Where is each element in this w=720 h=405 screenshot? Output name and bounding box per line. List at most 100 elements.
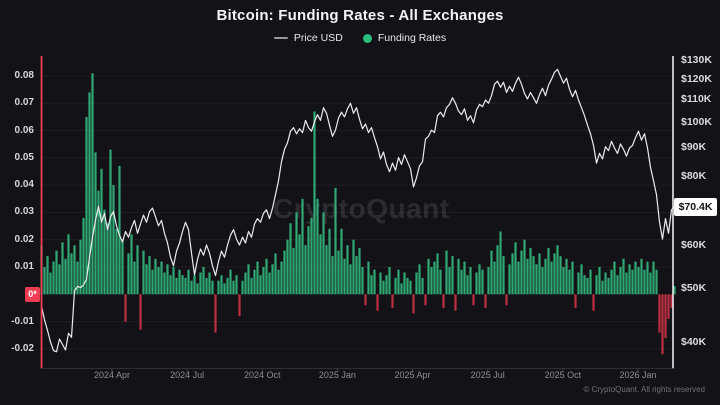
- funding-bar: [658, 294, 661, 333]
- funding-bar: [43, 267, 46, 295]
- funding-bar: [217, 280, 220, 295]
- funding-bar: [190, 280, 193, 295]
- funding-bar: [334, 187, 337, 295]
- funding-bar: [283, 250, 286, 295]
- legend-item-funding[interactable]: Funding Rates: [362, 32, 447, 44]
- current-price-badge: $70.4K: [674, 197, 717, 216]
- x-axis-tick: 2024 Apr: [93, 370, 131, 380]
- funding-bar: [211, 280, 214, 295]
- funding-bar: [631, 269, 634, 295]
- right-axis-tick: $50K: [681, 282, 707, 295]
- right-axis-tick: $100K: [681, 116, 712, 129]
- funding-bar: [550, 261, 553, 295]
- legend-funding-label: Funding Rates: [377, 32, 447, 44]
- funding-bar: [499, 231, 502, 295]
- funding-bar: [670, 294, 673, 308]
- funding-bar: [409, 280, 412, 295]
- funding-bar: [490, 250, 493, 295]
- funding-bar: [187, 269, 190, 295]
- funding-bar: [328, 228, 331, 295]
- left-axis-tick: 0.08: [14, 69, 34, 81]
- funding-bar: [430, 267, 433, 295]
- funding-bar: [295, 212, 298, 295]
- funding-bar: [547, 247, 550, 295]
- funding-bar: [388, 267, 391, 295]
- funding-bar: [376, 294, 379, 311]
- funding-bar: [604, 272, 607, 295]
- funding-bar: [406, 277, 409, 295]
- funding-bar: [46, 256, 49, 295]
- right-axis-tick: $90K: [681, 141, 707, 154]
- funding-bar: [331, 256, 334, 295]
- funding-bar: [79, 239, 82, 295]
- funding-bar: [655, 269, 658, 295]
- funding-bar: [475, 272, 478, 295]
- funding-bar: [61, 242, 64, 295]
- funding-bar: [361, 267, 364, 295]
- funding-bar: [115, 228, 118, 295]
- funding-bar: [559, 256, 562, 295]
- funding-bar: [379, 272, 382, 295]
- chart-title: Bitcoin: Funding Rates - All Exchanges: [216, 7, 504, 24]
- funding-bar: [73, 245, 76, 295]
- funding-bar: [466, 275, 469, 295]
- funding-bar: [76, 261, 79, 295]
- funding-bar: [487, 267, 490, 295]
- funding-bar: [448, 267, 451, 295]
- funding-bar: [526, 258, 529, 295]
- funding-bar: [565, 258, 568, 295]
- funding-bar: [553, 253, 556, 295]
- funding-bar: [202, 267, 205, 295]
- funding-bar: [70, 253, 73, 295]
- funding-bar: [232, 280, 235, 295]
- funding-bar: [610, 269, 613, 295]
- funding-bar: [319, 234, 322, 295]
- funding-bar: [85, 116, 88, 295]
- funding-bar: [280, 261, 283, 295]
- funding-bar: [460, 269, 463, 295]
- funding-bar: [289, 223, 292, 295]
- funding-bar: [472, 294, 475, 306]
- funding-bar: [643, 269, 646, 295]
- funding-bar: [262, 267, 265, 295]
- funding-bar: [49, 272, 52, 295]
- funding-bar: [88, 92, 91, 295]
- funding-bar: [403, 272, 406, 295]
- funding-bar: [418, 264, 421, 295]
- funding-bar: [322, 212, 325, 295]
- funding-bar: [310, 217, 313, 295]
- left-axis-tick: -0.02: [11, 342, 34, 354]
- funding-bar: [223, 283, 226, 295]
- funding-bar: [268, 272, 271, 295]
- funding-bar: [529, 247, 532, 295]
- right-axis-tick: $60K: [681, 238, 707, 251]
- funding-bar: [439, 269, 442, 295]
- funding-bar: [520, 250, 523, 295]
- funding-bar: [427, 258, 430, 295]
- funding-bar: [661, 294, 664, 355]
- funding-bar: [103, 209, 106, 295]
- funding-bar: [298, 234, 301, 295]
- funding-bar: [442, 294, 445, 308]
- funding-bar: [355, 256, 358, 295]
- funding-bar: [130, 234, 133, 295]
- funding-bar: [220, 275, 223, 295]
- price-line: [40, 68, 676, 353]
- funding-bar: [121, 239, 124, 295]
- funding-bar: [292, 247, 295, 295]
- funding-bar: [625, 272, 628, 295]
- funding-bar: [109, 149, 112, 295]
- copyright: © CryptoQuant. All rights reserved: [583, 385, 706, 394]
- funding-bar: [199, 272, 202, 295]
- right-axis-tick: $40K: [681, 335, 707, 348]
- funding-bar: [412, 294, 415, 314]
- funding-bar: [247, 264, 250, 295]
- legend-item-price[interactable]: Price USD: [273, 32, 343, 44]
- funding-bar: [67, 234, 70, 295]
- left-axis-tick: 0.02: [14, 233, 34, 245]
- funding-bar: [151, 269, 154, 295]
- funding-bar: [586, 277, 589, 295]
- left-axis-tick: 0.07: [14, 97, 34, 109]
- funding-bar: [193, 275, 196, 295]
